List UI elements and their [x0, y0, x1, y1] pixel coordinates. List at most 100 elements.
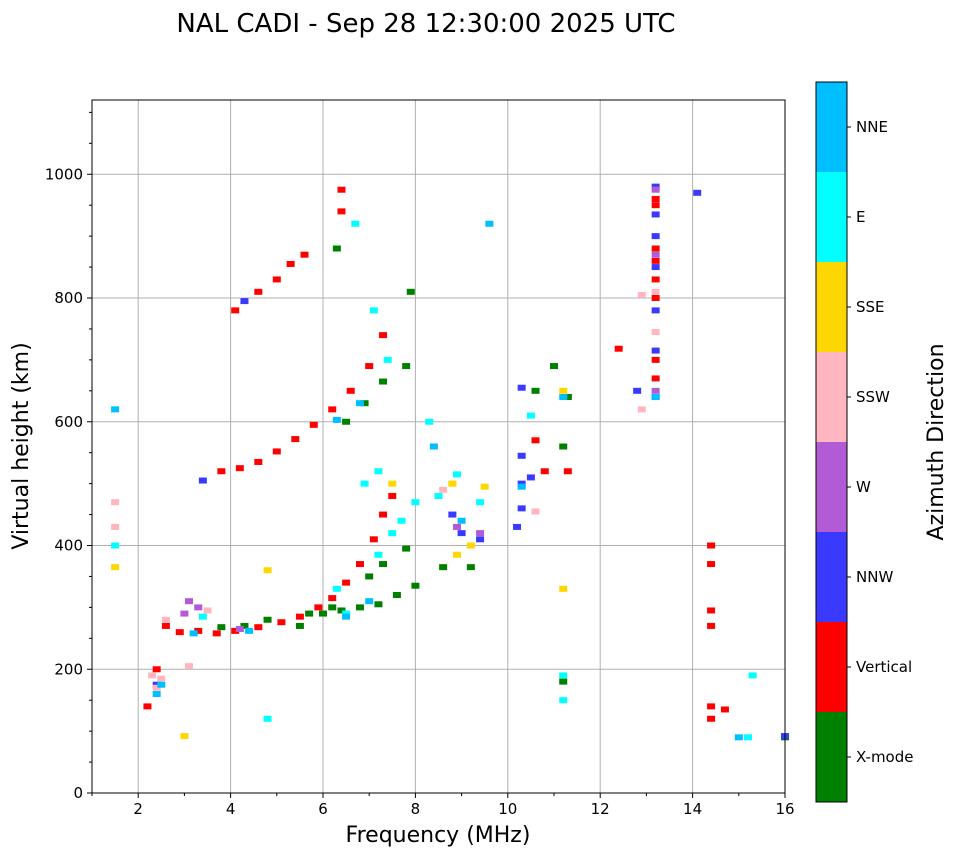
data-point-vertical	[231, 627, 240, 634]
data-point-vertical	[337, 186, 346, 193]
data-point-e	[332, 585, 341, 592]
data-point-e	[748, 672, 757, 679]
data-point-vertical	[314, 604, 323, 611]
data-point-x-mode	[355, 604, 364, 611]
data-point-nnw	[240, 298, 249, 305]
data-point-nnw	[476, 536, 485, 543]
data-point-w	[651, 387, 660, 394]
data-point-nnw	[513, 523, 522, 530]
data-point-vertical	[379, 511, 388, 518]
data-point-nne	[152, 691, 161, 697]
data-point-x-mode	[550, 363, 558, 370]
colorbar-segment	[816, 712, 847, 802]
x-tick-label: 2	[133, 800, 143, 818]
data-point-vertical	[651, 196, 660, 202]
data-point-w	[235, 626, 244, 633]
data-point-nne	[457, 517, 466, 524]
data-point-vertical	[231, 307, 240, 314]
data-point-vertical	[651, 295, 660, 301]
data-point-nne	[111, 406, 120, 413]
data-point-w	[651, 251, 660, 258]
data-point-x-mode	[439, 564, 448, 571]
data-point-nnw	[517, 384, 526, 391]
colorbar-segment	[816, 442, 847, 532]
data-point-vertical	[342, 579, 351, 586]
data-point-vertical	[651, 356, 660, 363]
data-point-vertical	[175, 629, 184, 636]
data-point-nnw	[651, 264, 660, 271]
data-point-sse	[452, 551, 461, 558]
data-point-nnw	[517, 480, 526, 487]
colorbar-segment	[816, 262, 847, 352]
data-point-vertical	[707, 715, 716, 722]
data-point-nne	[342, 613, 351, 620]
data-point-ssw	[185, 663, 194, 670]
data-point-ssw	[637, 406, 646, 413]
data-point-x-mode	[402, 545, 411, 552]
data-point-vertical	[272, 448, 281, 455]
data-point-nne	[189, 630, 198, 637]
data-point-e	[476, 499, 485, 506]
data-point-nnw	[152, 681, 161, 688]
data-point-ssw	[152, 684, 161, 691]
colorbar-segment	[816, 352, 847, 442]
data-point-vertical	[254, 458, 263, 465]
data-point-nnw	[526, 474, 535, 481]
data-point-x-mode	[531, 387, 540, 394]
data-point-vertical	[295, 613, 304, 620]
data-point-e	[374, 468, 383, 475]
data-point-nnw	[448, 511, 457, 518]
data-point-nne	[559, 394, 568, 400]
data-point-sse	[111, 564, 120, 571]
data-point-vertical	[277, 619, 286, 626]
data-point-nne	[157, 681, 166, 688]
data-point-ssw	[161, 616, 170, 623]
colorbar-tick-label: Vertical	[856, 658, 912, 676]
data-point-ssw	[637, 291, 646, 298]
data-point-vertical	[388, 493, 397, 499]
colorbar-frame	[815, 81, 848, 803]
data-point-nnw	[693, 189, 702, 196]
data-point-e	[342, 610, 351, 617]
data-point-nnw	[651, 183, 660, 190]
data-point-ssw	[531, 508, 540, 515]
data-point-vertical	[309, 421, 318, 428]
data-point-vertical	[651, 375, 660, 382]
data-point-x-mode	[365, 573, 374, 580]
data-point-x-mode	[466, 564, 475, 571]
data-point-sse	[448, 480, 457, 487]
x-tick-label: 10	[498, 800, 517, 818]
data-point-vertical	[369, 536, 378, 543]
data-point-w	[185, 598, 194, 605]
data-point-nnw	[457, 530, 466, 537]
data-point-nne	[734, 734, 743, 741]
data-point-vertical	[563, 468, 572, 475]
data-point-e	[559, 697, 568, 704]
data-point-w	[180, 610, 189, 617]
data-point-x-mode	[402, 363, 411, 370]
data-point-x-mode	[337, 607, 346, 614]
data-point-nne	[485, 220, 494, 227]
data-point-x-mode	[305, 610, 314, 617]
data-point-x-mode	[563, 394, 572, 400]
data-point-sse	[559, 585, 568, 592]
data-point-x-mode	[411, 582, 420, 589]
data-point-e	[383, 356, 392, 363]
data-point-vertical	[337, 208, 346, 215]
data-point-w	[194, 604, 203, 611]
data-point-sse	[180, 733, 189, 740]
data-point-ssw	[148, 672, 157, 679]
x-tick-label: 12	[591, 800, 610, 818]
data-point-ssw	[111, 523, 120, 530]
x-axis-label: Frequency (MHz)	[346, 823, 531, 848]
data-point-vertical	[707, 607, 716, 614]
data-point-nne	[517, 483, 526, 490]
y-tick-label: 0	[73, 784, 83, 802]
data-point-e	[452, 471, 461, 478]
data-point-vertical	[286, 260, 295, 267]
y-tick-label: 400	[54, 537, 83, 555]
data-point-ssw	[439, 486, 448, 493]
data-point-vertical	[531, 437, 540, 444]
